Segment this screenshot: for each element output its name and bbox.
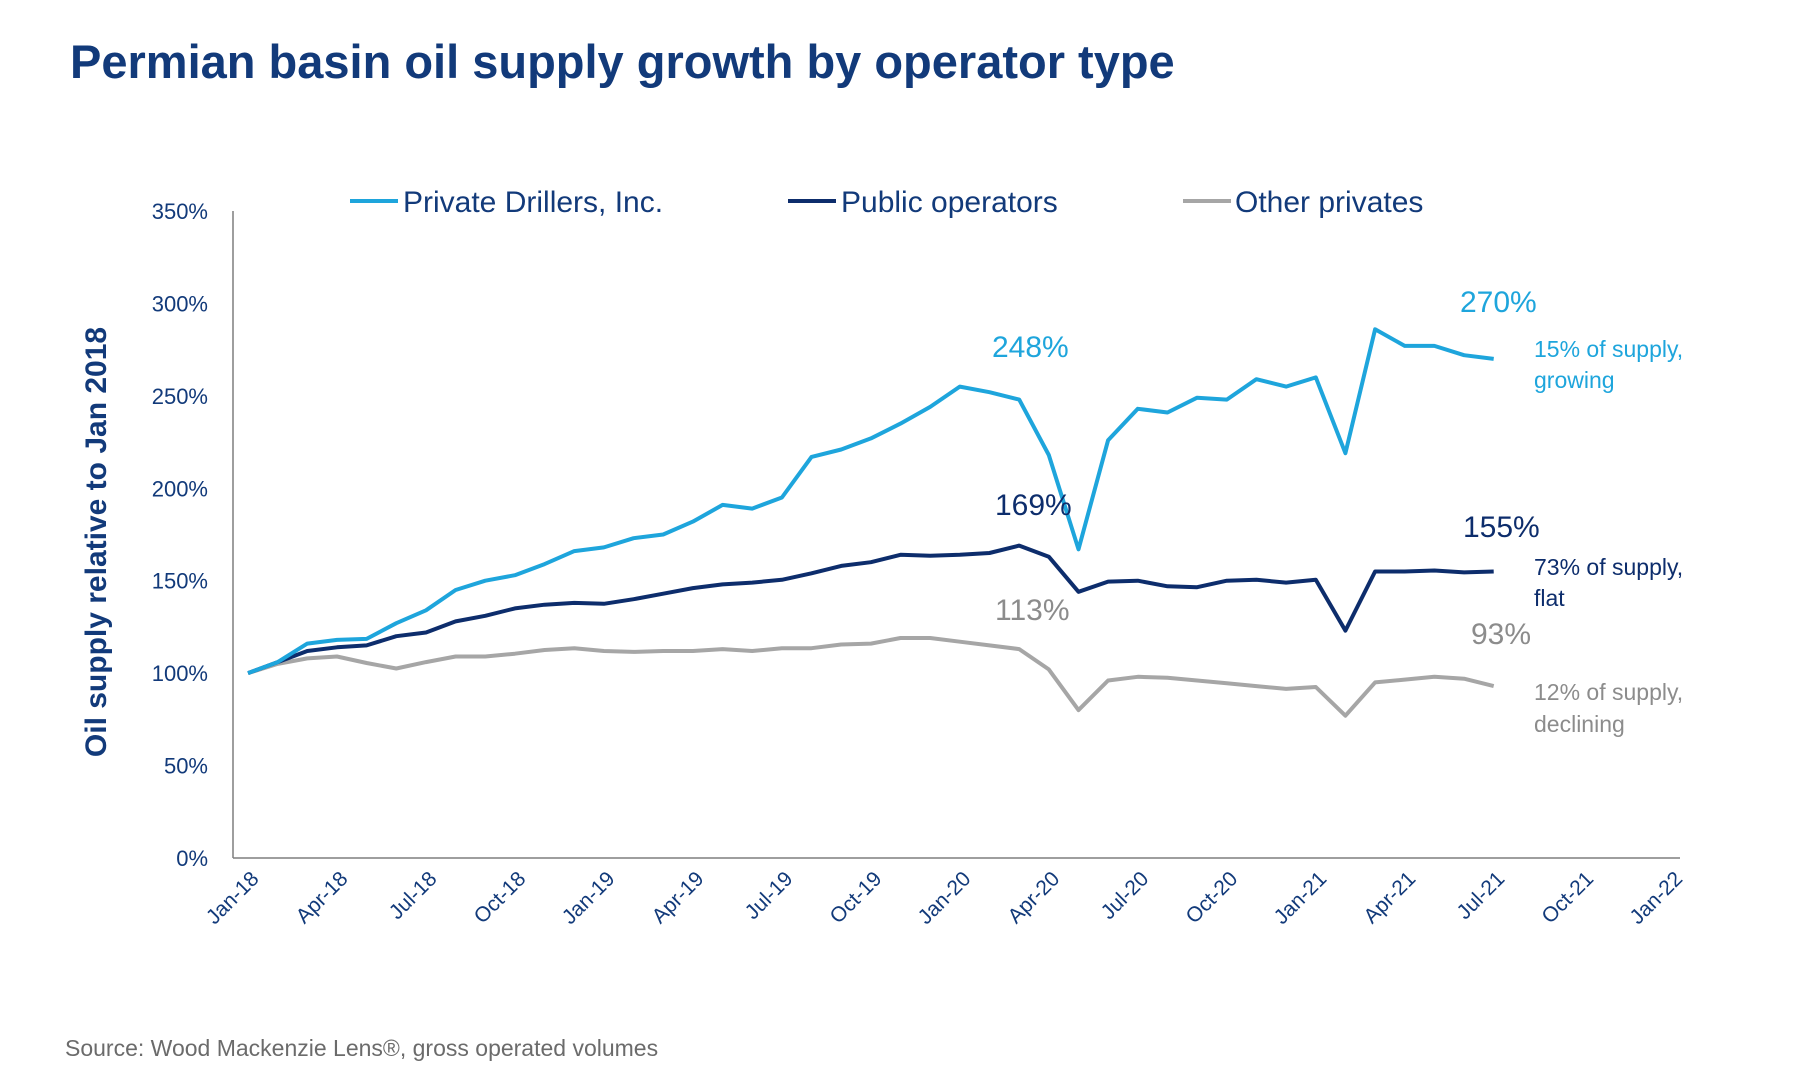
y-tick-label: 0%: [176, 846, 208, 871]
data-label: 248%: [992, 331, 1069, 364]
series-line-other-privates: [247, 636, 1495, 718]
y-tick-label: 50%: [164, 754, 208, 779]
x-tick-label: Jul-21: [1453, 867, 1510, 924]
data-label: 155%: [1463, 511, 1540, 544]
x-tick-label: Jan-19: [558, 867, 620, 929]
data-label: 270%: [1460, 286, 1537, 319]
y-axis-title: Oil supply relative to Jan 2018: [80, 327, 113, 757]
x-tick-label: Oct-21: [1537, 867, 1598, 928]
y-tick-label: 300%: [152, 291, 208, 316]
x-tick-label: Oct-18: [470, 867, 531, 928]
y-tick-label: 200%: [152, 476, 208, 501]
x-tick-label: Oct-20: [1181, 867, 1242, 928]
supply-note: flat: [1534, 585, 1565, 611]
annotations: 248% 270% 169% 155% 113% 93% 15% of supply, gro…: [992, 286, 1683, 737]
supply-note: 12% of supply,: [1534, 679, 1683, 705]
supply-note: 73% of supply,: [1534, 554, 1683, 580]
axes: 0% 50% 100% 150% 200% 250% 300% 350% Jan-18 Apr-1…: [152, 199, 1687, 929]
legend: Private Drillers, Inc. Public operators Ot…: [350, 186, 1423, 219]
supply-note: growing: [1534, 367, 1615, 393]
x-tick-label: Apr-20: [1004, 867, 1065, 928]
x-tick-label: Jul-20: [1097, 867, 1154, 924]
data-label: 113%: [995, 594, 1070, 627]
supply-note: declining: [1534, 711, 1625, 737]
series-line-public-operators: [247, 543, 1494, 675]
x-tick-label: Apr-18: [292, 867, 353, 928]
data-label: 169%: [995, 489, 1072, 522]
supply-note: 15% of supply,: [1534, 336, 1683, 362]
x-tick-label: Jul-19: [741, 867, 798, 924]
y-tick-label: 100%: [152, 661, 208, 686]
x-tick-label: Apr-19: [648, 867, 709, 928]
series-line-private-drillers-inc-: [247, 327, 1494, 675]
x-tick-label: Apr-21: [1359, 867, 1420, 928]
x-tick-label: Jan-20: [914, 867, 976, 929]
x-tick-label: Oct-19: [826, 867, 887, 928]
x-tick-label: Jan-22: [1626, 867, 1688, 929]
y-tick-label: 350%: [152, 199, 208, 224]
plot-lines: [247, 327, 1495, 718]
chart-title: Permian basin oil supply growth by opera…: [70, 35, 1175, 88]
legend-label: Private Drillers, Inc.: [403, 186, 663, 219]
legend-label: Other privates: [1235, 186, 1423, 219]
x-tick-label: Jan-18: [202, 867, 264, 929]
data-label: 93%: [1471, 618, 1531, 651]
y-tick-label: 150%: [152, 569, 208, 594]
x-tick-label: Jan-21: [1270, 867, 1332, 929]
y-tick-label: 250%: [152, 384, 208, 409]
x-tick-label: Jul-18: [385, 867, 442, 924]
legend-label: Public operators: [841, 186, 1058, 219]
source-note: Source: Wood Mackenzie Lens®, gross oper…: [65, 1035, 658, 1061]
